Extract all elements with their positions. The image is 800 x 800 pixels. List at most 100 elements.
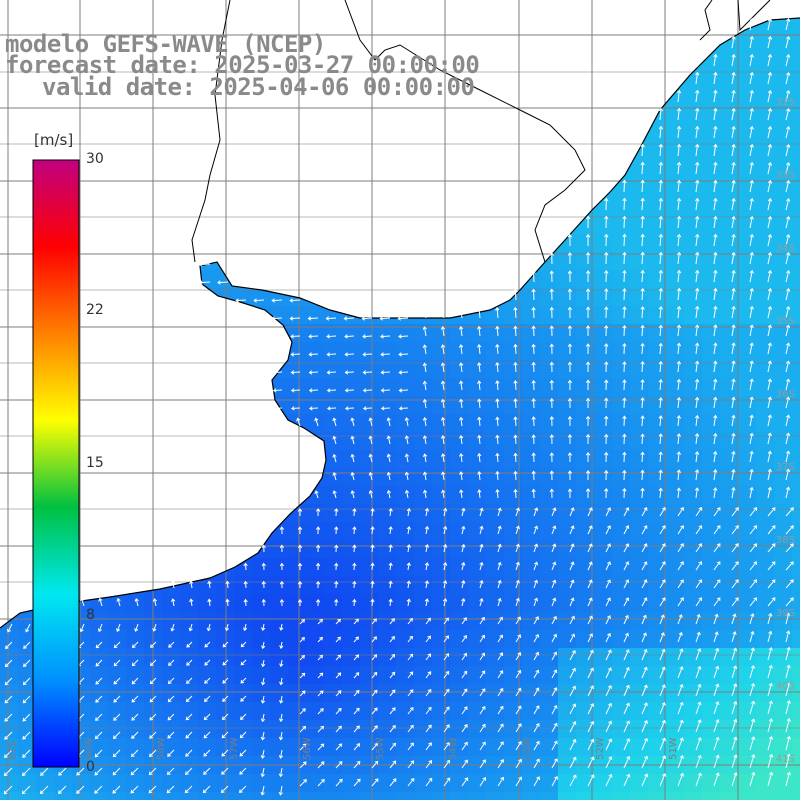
wind-speed-cell (288, 684, 307, 703)
wind-arrow (326, 352, 337, 357)
wind-speed-cell (216, 666, 235, 685)
wind-speed-cell (396, 144, 415, 163)
wind-arrow (95, 677, 103, 685)
wind-arrow (676, 342, 682, 355)
wind-arrow (749, 197, 754, 211)
wind-speed-cell (324, 234, 343, 253)
wind-speed-cell (576, 792, 595, 800)
wind-arrow (623, 684, 630, 697)
wind-arrow (380, 334, 391, 339)
wind-speed-cell (414, 270, 433, 289)
wind-speed-cell (360, 126, 379, 145)
wind-arrow (749, 143, 754, 157)
wind-arrow (659, 614, 665, 625)
wind-arrow (785, 753, 791, 769)
wind-speed-cell (594, 450, 613, 469)
wind-speed-cell (468, 342, 487, 361)
wind-arrow (368, 453, 373, 463)
wind-arrow (604, 215, 609, 229)
wind-arrow (623, 755, 631, 769)
wind-arrow (497, 616, 503, 625)
wind-arrow (604, 197, 609, 211)
wind-speed-cell (594, 540, 613, 559)
wind-speed-cell (342, 108, 361, 127)
wind-speed-cell (576, 486, 595, 505)
wind-speed-cell (594, 414, 613, 433)
wind-speed-cell (432, 612, 451, 631)
wind-speed-cell (666, 180, 685, 199)
wind-arrow (622, 379, 627, 391)
wind-speed-cell (450, 270, 469, 289)
wind-arrow (767, 35, 773, 49)
wind-speed-cell (234, 666, 253, 685)
wind-arrow (185, 695, 193, 703)
wind-speed-cell (486, 558, 505, 577)
wind-speed-cell (612, 216, 631, 235)
wind-speed-cell (504, 198, 523, 217)
wind-speed-cell (108, 288, 127, 307)
wind-arrow (344, 406, 355, 411)
wind-speed-cell (360, 252, 379, 271)
wind-arrow (371, 760, 379, 769)
wind-arrow (713, 71, 718, 85)
wind-speed-cell (702, 648, 721, 667)
wind-speed-cell (342, 666, 361, 685)
wind-arrow (731, 647, 738, 661)
wind-speed-cell (702, 738, 721, 757)
wind-speed-cell (738, 666, 757, 685)
wind-speed-cell (702, 144, 721, 163)
wind-speed-cell (504, 108, 523, 127)
wind-arrow (398, 388, 409, 393)
wind-speed-cell (738, 558, 757, 577)
wind-speed-cell (540, 360, 559, 379)
wind-speed-cell (594, 198, 613, 217)
wind-arrow (749, 630, 755, 643)
wind-speed-cell (360, 198, 379, 217)
wind-speed-cell (270, 540, 289, 559)
wind-arrow (713, 125, 718, 139)
wind-speed-cell (216, 432, 235, 451)
wind-speed-cell (630, 36, 649, 55)
wind-arrow (731, 561, 739, 571)
wind-arrow (4, 677, 13, 686)
wind-arrow (386, 453, 391, 463)
wind-speed-cell (648, 288, 667, 307)
wind-speed-cell (180, 504, 199, 523)
wind-arrow (749, 161, 754, 175)
wind-arrow (785, 143, 791, 157)
wind-speed-cell (270, 342, 289, 361)
wind-speed-cell (720, 216, 739, 235)
wind-speed-cell (378, 648, 397, 667)
wind-arrow (166, 767, 175, 776)
wind-arrow (443, 507, 448, 517)
wind-arrow (407, 724, 414, 733)
wind-arrow (425, 617, 431, 625)
wind-speed-cell (198, 288, 217, 307)
wind-speed-cell (522, 180, 541, 199)
wind-speed-cell (450, 108, 469, 127)
wind-arrow (785, 53, 791, 67)
wind-speed-cell (702, 54, 721, 73)
wind-arrow (767, 486, 772, 499)
wind-speed-cell (126, 504, 145, 523)
wind-speed-cell (234, 468, 253, 487)
wind-speed-cell (558, 288, 577, 307)
wind-speed-cell (378, 180, 397, 199)
wind-speed-cell (0, 144, 19, 163)
wind-speed-cell (756, 576, 775, 595)
wind-speed-cell (594, 378, 613, 397)
wind-speed-cell (504, 576, 523, 595)
wind-speed-cell (684, 666, 703, 685)
wind-arrow (261, 641, 266, 650)
wind-speed-cell (450, 198, 469, 217)
wind-arrow (585, 343, 591, 355)
wind-speed-cell (270, 774, 289, 793)
wind-speed-cell (198, 792, 217, 800)
wind-speed-cell (252, 630, 271, 649)
wind-speed-cell (180, 738, 199, 757)
wind-arrow (76, 767, 85, 776)
wind-speed-cell (396, 666, 415, 685)
wind-speed-cell (306, 360, 325, 379)
wind-arrow (731, 233, 736, 247)
wind-arrow (442, 562, 448, 571)
